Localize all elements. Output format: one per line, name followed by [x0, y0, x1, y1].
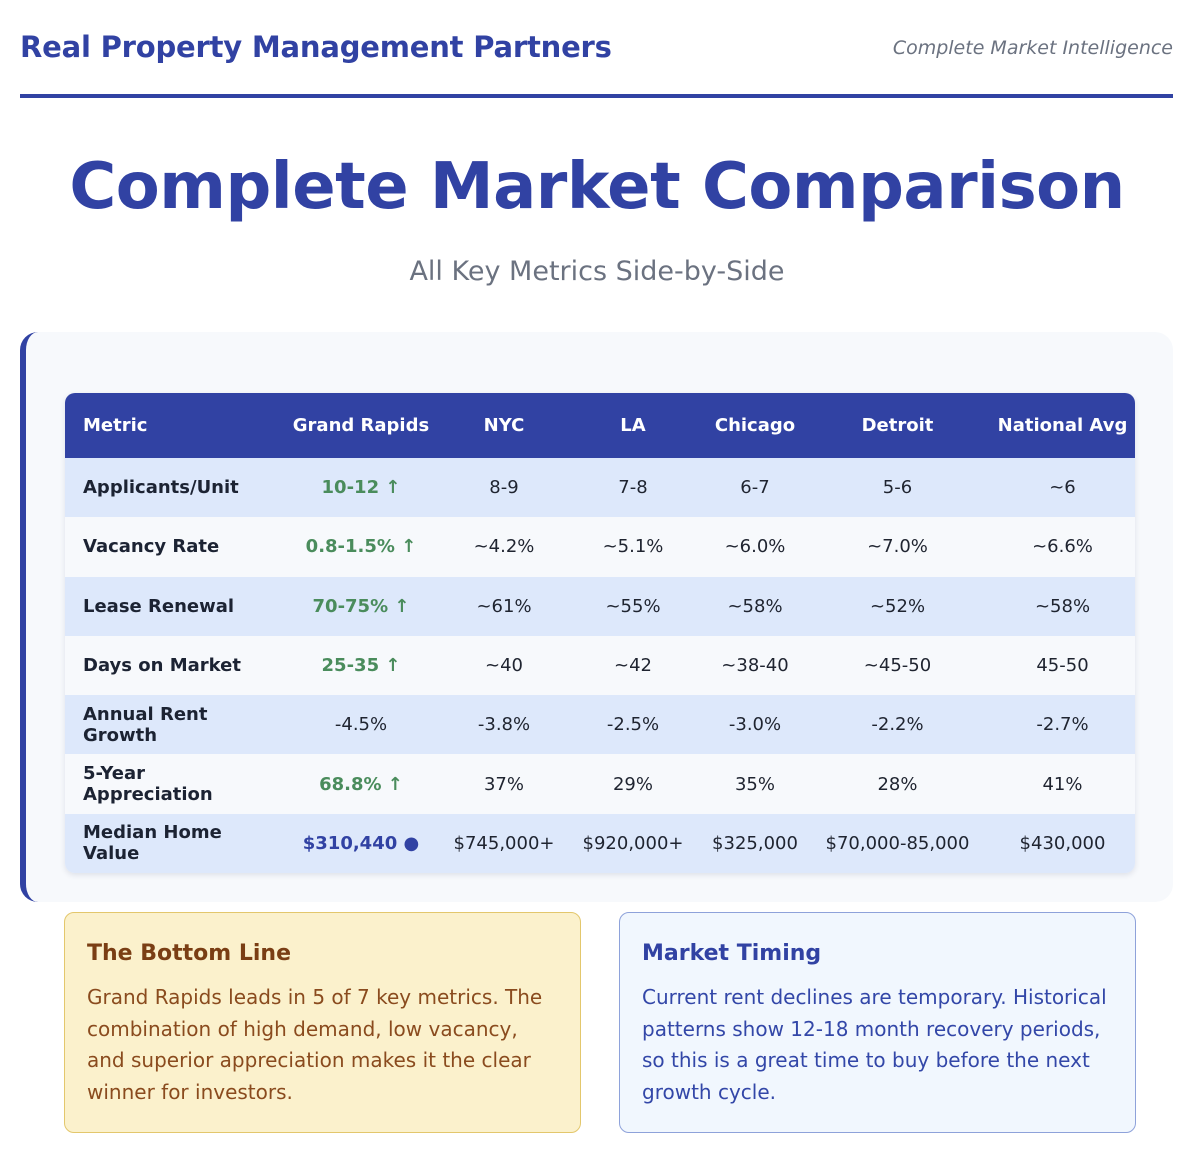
comparison-table: Metric Grand Rapids NYC LA Chicago Detro… — [65, 393, 1135, 874]
chicago-value: ~6.0% — [724, 536, 786, 558]
metric-label: Days on Market — [83, 655, 241, 677]
la-value: ~42 — [614, 655, 652, 677]
chicago-value: ~38-40 — [721, 655, 789, 677]
chicago-value: ~58% — [727, 595, 783, 617]
brand-name: Real Property Management Partners — [20, 30, 612, 64]
nyc-value: 37% — [483, 773, 524, 795]
grand-rapids-value: -4.5% — [334, 714, 388, 736]
bottom-line-title: The Bottom Line — [87, 941, 292, 966]
national-avg-value: ~6.6% — [1032, 536, 1093, 558]
table-header-row: Metric Grand Rapids NYC LA Chicago Detro… — [65, 393, 1135, 458]
column-header-nyc: NYC — [483, 415, 525, 436]
detroit-value: $70,000-85,000 — [825, 832, 970, 854]
metric-label: Vacancy Rate — [83, 536, 220, 558]
table-row: Median Home Value $310,440 ● $745,000+ $… — [65, 813, 1135, 874]
grand-rapids-value: 10-12 ↑ — [321, 477, 401, 499]
la-value: 7-8 — [618, 477, 648, 499]
nyc-value: 8-9 — [489, 477, 519, 499]
header-tagline: Complete Market Intelligence — [892, 37, 1173, 59]
national-avg-value: 45-50 — [1036, 655, 1089, 677]
table-row: Annual Rent Growth -4.5% -3.8% -2.5% -3.… — [65, 695, 1135, 755]
la-value: ~55% — [605, 595, 661, 617]
bottom-line-text: Grand Rapids leads in 5 of 7 key metrics… — [87, 985, 543, 1104]
chicago-value: -3.0% — [728, 714, 782, 736]
national-avg-value: -2.7% — [1036, 714, 1089, 736]
table-row: Lease Renewal 70-75% ↑ ~61% ~55% ~58% ~5… — [65, 576, 1135, 636]
detroit-value: ~45-50 — [863, 655, 932, 677]
chicago-value: $325,000 — [712, 832, 798, 854]
comparison-table-wrapper: Metric Grand Rapids NYC LA Chicago Detro… — [65, 393, 1135, 874]
la-value: -2.5% — [606, 714, 660, 736]
la-value: 29% — [612, 773, 653, 795]
page-header: Real Property Management Partners Comple… — [20, 0, 1173, 98]
national-avg-value: 41% — [1042, 773, 1083, 795]
page-title: Complete Market Comparison — [69, 150, 1125, 224]
national-avg-value: ~58% — [1034, 595, 1091, 617]
bottom-line-card: The Bottom Line Grand Rapids leads in 5 … — [64, 912, 581, 1133]
metric-label: Median Home Value — [83, 822, 222, 865]
la-value: ~5.1% — [602, 536, 664, 558]
national-avg-value: $430,000 — [1019, 832, 1106, 854]
detroit-value: 5-6 — [882, 477, 913, 499]
column-header-metric: Metric — [83, 415, 148, 436]
metric-label: Annual Rent Growth — [83, 703, 208, 746]
table-row: Days on Market 25-35 ↑ ~40 ~42 ~38-40 ~4… — [65, 635, 1135, 696]
comparison-panel — [20, 332, 1173, 902]
market-timing-card: Market Timing Current rent declines are … — [619, 912, 1136, 1133]
nyc-value: ~40 — [485, 655, 523, 677]
nyc-value: ~61% — [476, 595, 532, 617]
chicago-value: 35% — [734, 773, 775, 795]
metric-label: 5-Year Appreciation — [83, 763, 213, 806]
grand-rapids-value: $310,440 ● — [302, 832, 420, 854]
grand-rapids-value: 0.8-1.5% ↑ — [305, 536, 417, 558]
grand-rapids-value: 25-35 ↑ — [321, 655, 401, 677]
detroit-value: ~7.0% — [867, 536, 928, 558]
column-header-grand-rapids: Grand Rapids — [292, 415, 430, 436]
national-avg-value: ~6 — [1049, 477, 1076, 499]
market-timing-text: Current rent declines are temporary. His… — [642, 985, 1107, 1104]
grand-rapids-value: 68.8% ↑ — [319, 773, 403, 795]
detroit-value: 28% — [877, 773, 918, 795]
table-row: 5-Year Appreciation 68.8% ↑ 37% 29% 35% … — [65, 754, 1135, 814]
nyc-value: ~4.2% — [473, 536, 535, 558]
nyc-value: -3.8% — [477, 714, 531, 736]
column-header-la: LA — [620, 415, 646, 436]
grand-rapids-value: 70-75% ↑ — [312, 595, 410, 617]
metric-label: Applicants/Unit — [83, 477, 239, 499]
nyc-value: $745,000+ — [453, 832, 555, 854]
metric-label: Lease Renewal — [83, 595, 235, 617]
chicago-value: 6-7 — [740, 477, 770, 499]
table-row: Applicants/Unit 10-12 ↑ 8-9 7-8 6-7 5-6 … — [65, 458, 1135, 518]
page-subtitle: All Key Metrics Side-by-Side — [409, 256, 785, 287]
detroit-value: -2.2% — [871, 714, 924, 736]
detroit-value: ~52% — [869, 595, 926, 617]
column-header-national-avg: National Avg — [997, 415, 1128, 436]
market-timing-title: Market Timing — [642, 941, 822, 966]
column-header-chicago: Chicago — [714, 415, 796, 436]
table-row: Vacancy Rate 0.8-1.5% ↑ ~4.2% ~5.1% ~6.0… — [65, 517, 1135, 577]
column-header-detroit: Detroit — [861, 415, 934, 436]
la-value: $920,000+ — [582, 832, 684, 854]
